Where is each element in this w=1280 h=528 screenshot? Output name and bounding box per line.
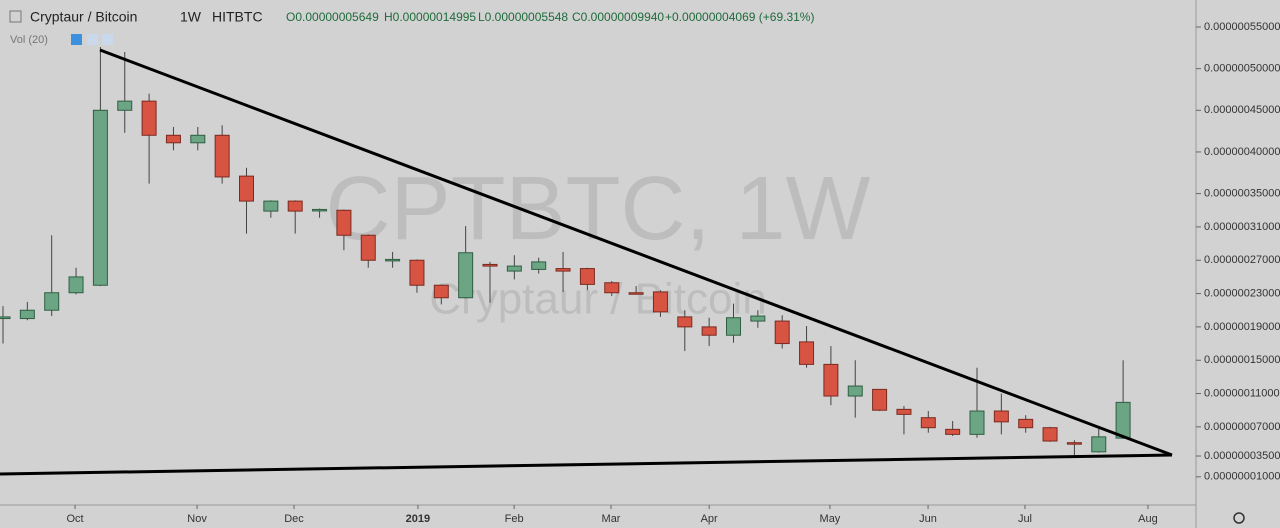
symbol[interactable]: Cryptaur / Bitcoin [30,9,137,25]
y-tick-label: 0.00000040000 [1204,146,1280,158]
candle-body [579,268,595,285]
candle-body [385,258,401,262]
candle-body [531,261,547,270]
candle-body [677,316,693,328]
candle-body [847,385,863,397]
candle-body [263,200,279,212]
candle-body [482,263,498,267]
candle-body [872,388,888,411]
watermark: CPTBTC, 1W [325,159,870,259]
settings-icon[interactable] [87,34,98,45]
y-tick-label: 0.00000050000 [1204,63,1280,75]
exchange[interactable]: HITBTC [212,9,263,25]
visibility-icon[interactable] [71,34,82,45]
candle-body [823,363,839,397]
x-tick-label: Jun [919,513,937,525]
candle-body [555,268,571,272]
candle-body [726,317,741,336]
candle-body [117,100,133,111]
candle-body [360,234,376,261]
x-tick-label: Mar [602,513,621,525]
candle-body [945,428,961,435]
collapse-icon[interactable] [9,10,22,23]
y-tick-label: 0.00000035000 [1204,188,1280,200]
candle-body [239,175,254,202]
candle-body [628,292,644,295]
x-tick-label: Jul [1018,513,1032,525]
trend-line [99,48,1173,457]
candle-body [1042,427,1058,442]
y-tick-label: 0.00000023000 [1204,287,1280,299]
y-tick-label: 0.00000031000 [1204,221,1280,233]
high-value: H0.00000014995 [384,10,476,24]
y-tick-label: 0.00000001000 [1204,471,1280,483]
y-tick-label: 0.00000015000 [1204,354,1280,366]
candle-body [433,284,449,299]
x-tick-label: Nov [187,513,207,525]
candle-body [458,252,474,299]
settings-gear[interactable] [1233,512,1245,524]
candle-body [68,276,84,294]
candle-body [920,417,936,429]
candle-body [92,109,108,286]
candle-body [287,200,303,212]
candle-body [506,265,522,272]
candle-body [312,208,328,212]
x-tick-label: Dec [284,513,304,525]
x-tick-label: May [820,513,841,525]
y-tick-label: 0.00000045000 [1204,104,1280,116]
open-value: O0.00000005649 [286,10,379,24]
y-tick-label: 0.00000027000 [1204,254,1280,266]
candle-body [799,341,815,365]
close-icon[interactable] [102,34,113,45]
candle-body [1115,401,1131,439]
candle-body [750,315,766,322]
x-tick-label: Oct [67,513,84,525]
candle-body [1066,442,1082,445]
candle-body [993,410,1009,423]
close-value: C0.00000009940 [572,10,664,24]
candles [0,46,1131,456]
candle-body [774,320,790,345]
candle-body [190,134,206,144]
trend-line [0,453,1173,476]
candle-body [701,326,717,336]
candle-body [165,134,181,144]
candle-body [44,292,60,311]
candle-body [409,259,425,286]
x-tick-label: 2019 [406,513,430,525]
candle-body [604,282,620,294]
low-value: L0.00000005548 [478,10,568,24]
candle-body [1018,418,1034,429]
interval[interactable]: 1W [180,9,202,25]
candle-body [652,291,668,313]
watermark-sub: Cryptaur / Bitcoin [429,275,766,324]
y-tick-label: 0.00000003500 [1204,450,1280,462]
y-tick-label: 0.00000011000 [1204,387,1280,399]
candle-body [214,134,230,178]
y-tick-label: 0.00000019000 [1204,321,1280,333]
candle-body [0,316,11,320]
x-tick-label: Apr [701,513,718,525]
volume-label[interactable]: Vol (20) [10,34,48,46]
y-tick-label: 0.00000007000 [1204,421,1280,433]
x-tick-label: Aug [1138,513,1158,525]
candle-body [336,209,352,236]
x-tick-label: Feb [505,513,524,525]
y-tick-label: 0.00000055000 [1204,21,1280,33]
candle-body [141,100,157,136]
candle-body [19,309,35,320]
change-value: +0.00000004069 (+69.31%) [665,10,814,24]
candle-body [896,408,912,415]
candle-body [969,410,985,435]
candle-body [1091,436,1107,453]
